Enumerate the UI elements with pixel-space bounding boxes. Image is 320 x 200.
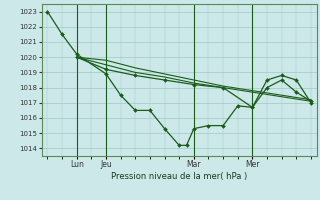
- X-axis label: Pression niveau de la mer( hPa ): Pression niveau de la mer( hPa ): [111, 172, 247, 181]
